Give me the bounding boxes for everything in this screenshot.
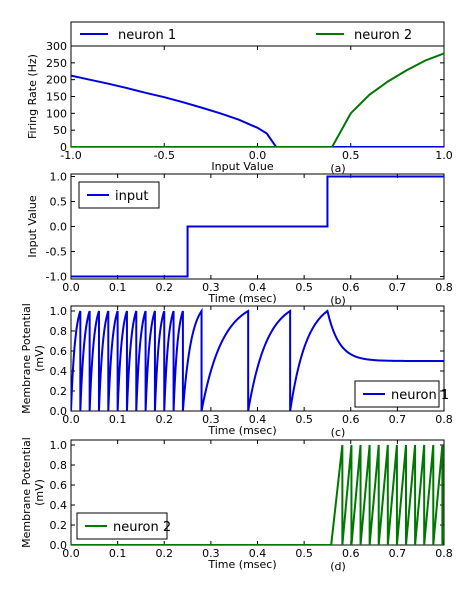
y-tick-label: 150 <box>46 91 67 104</box>
series-line-neuron-1 <box>71 307 444 411</box>
legend-label: neuron 1 <box>118 28 176 43</box>
y-axis-label: Input Value <box>26 195 39 257</box>
legend-label: neuron 2 <box>354 28 412 43</box>
panel-label: (b) <box>330 294 346 307</box>
series-line-neuron-2 <box>71 52 444 147</box>
x-tick-label: 0.0 <box>62 413 80 426</box>
x-tick-label: 0.8 <box>435 413 453 426</box>
y-tick-label: 0.4 <box>50 499 68 512</box>
y-axis-label: (mV) <box>33 345 46 372</box>
y-tick-label: 200 <box>46 74 67 87</box>
y-axis-label: (mV) <box>33 479 46 506</box>
legend: neuron 1 <box>354 380 449 408</box>
x-tick-label: 0.6 <box>342 413 360 426</box>
x-tick-label: 0.3 <box>202 281 220 294</box>
series-line-neuron-1 <box>71 74 444 147</box>
y-tick-label: 0.0 <box>50 539 68 552</box>
y-tick-label: 1.0 <box>50 305 68 318</box>
x-tick-label: 0.0 <box>249 149 267 162</box>
y-tick-label: 0.6 <box>50 479 68 492</box>
y-tick-label: 0.6 <box>50 345 68 358</box>
x-tick-label: 0.2 <box>156 281 174 294</box>
x-axis-label: Time (msec) <box>207 292 276 305</box>
x-tick-label: 0.7 <box>389 547 407 560</box>
x-tick-label: 0.7 <box>389 281 407 294</box>
x-tick-label: 0.3 <box>202 413 220 426</box>
panel-label: (a) <box>330 162 345 175</box>
x-tick-label: 0.8 <box>435 547 453 560</box>
x-tick-label: 0.2 <box>156 413 174 426</box>
x-tick-label: 0.4 <box>249 413 267 426</box>
x-tick-label: -1.0 <box>60 149 81 162</box>
x-tick-label: 0.0 <box>62 281 80 294</box>
x-tick-label: 0.4 <box>249 281 267 294</box>
x-tick-label: 0.4 <box>249 547 267 560</box>
x-axis-label: Time (msec) <box>207 424 276 437</box>
x-tick-label: 1.0 <box>435 149 453 162</box>
y-axis-label: Firing Rate (Hz) <box>26 54 39 139</box>
panel-c: 0.0 0.1 0.2 0.3 0.4 0.5 0.6 0.7 0.8 0.0 0.2 0.4 0.6 0… <box>20 303 453 439</box>
axes-frame <box>70 45 445 148</box>
series-line-input <box>71 175 444 278</box>
x-tick-label: 0.1 <box>109 547 127 560</box>
x-tick-label: 0.0 <box>62 547 80 560</box>
x-tick-label: 0.5 <box>295 413 313 426</box>
panel-a: -1.0 -0.5 0.0 0.5 1.0 0 50 100 150 200 250 300 Input… <box>26 21 453 175</box>
x-axis-label: Input Value <box>211 160 273 173</box>
y-tick-label: 0.4 <box>50 365 68 378</box>
y-tick-label: -0.5 <box>46 246 67 259</box>
x-tick-label: 0.5 <box>295 281 313 294</box>
y-tick-label: 0 <box>60 141 67 154</box>
legend-label: neuron 2 <box>113 520 171 535</box>
x-axis-label: Time (msec) <box>207 558 276 571</box>
y-tick-label: 50 <box>53 124 67 137</box>
y-tick-label: 0.0 <box>50 405 68 418</box>
x-tick-label: 0.8 <box>435 281 453 294</box>
series-line-neuron-2 <box>71 444 444 545</box>
x-tick-label: 0.2 <box>156 547 174 560</box>
x-tick-label: 0.1 <box>109 413 127 426</box>
panel-label: (d) <box>330 560 346 573</box>
panel-b: 0.0 0.1 0.2 0.3 0.4 0.5 0.6 0.7 0.8 -1.0 -0.5 0.0 0.… <box>26 171 453 308</box>
panel-d: 0.0 0.1 0.2 0.3 0.4 0.5 0.6 0.7 0.8 0.0 0.2 0.4 0.6 0… <box>20 437 453 573</box>
legend: neuron 2 <box>76 512 171 540</box>
y-tick-label: 0.2 <box>50 519 68 532</box>
y-tick-label: 0.2 <box>50 385 68 398</box>
y-tick-label: 1.0 <box>50 171 68 184</box>
panel-label: (c) <box>331 426 346 439</box>
x-tick-label: 0.3 <box>202 547 220 560</box>
y-tick-label: 0.5 <box>50 196 68 209</box>
legend: neuron 1 neuron 2 <box>70 21 445 47</box>
y-tick-label: -1.0 <box>46 271 67 284</box>
y-tick-label: 0.8 <box>50 459 68 472</box>
legend-box <box>70 21 445 47</box>
x-tick-label: 0.6 <box>342 547 360 560</box>
y-tick-label: 0.0 <box>50 221 68 234</box>
x-tick-label: 0.7 <box>389 413 407 426</box>
y-axis-label: Membrane Potential <box>20 303 33 414</box>
legend: input <box>78 181 160 209</box>
y-tick-label: 250 <box>46 57 67 70</box>
y-axis-label: Membrane Potential <box>20 437 33 548</box>
legend-label: input <box>115 189 148 204</box>
y-tick-label: 0.8 <box>50 325 68 338</box>
x-tick-label: 0.1 <box>109 281 127 294</box>
legend-label: neuron 1 <box>391 388 449 403</box>
x-tick-label: -0.5 <box>154 149 175 162</box>
x-tick-label: 0.5 <box>295 547 313 560</box>
y-tick-label: 300 <box>46 40 67 53</box>
x-tick-label: 0.6 <box>342 281 360 294</box>
y-tick-label: 100 <box>46 107 67 120</box>
x-tick-label: 0.5 <box>342 149 360 162</box>
y-tick-label: 1.0 <box>50 439 68 452</box>
